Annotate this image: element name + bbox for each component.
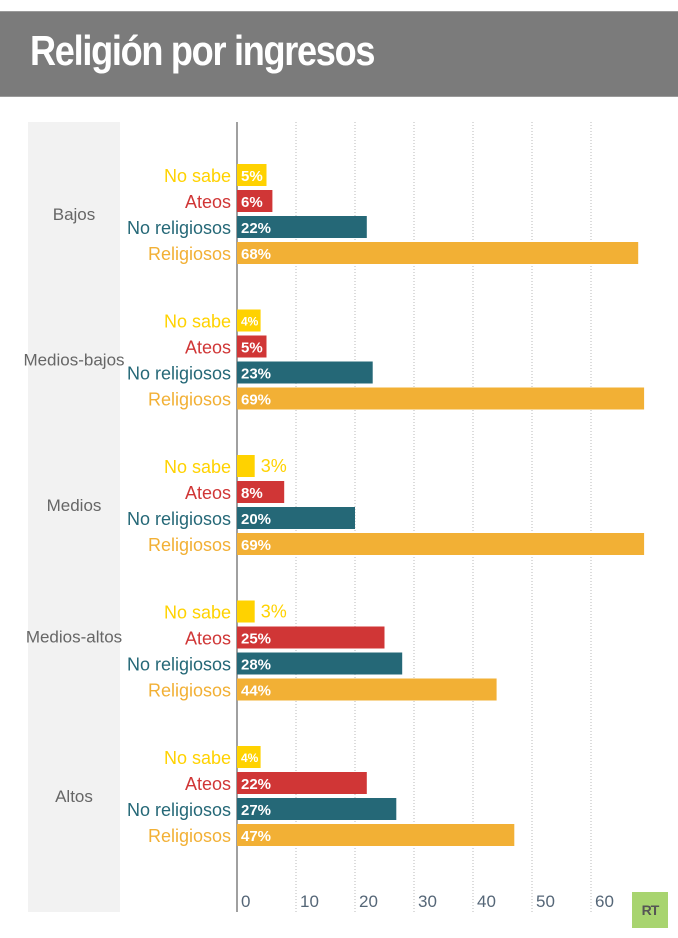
series-label: Ateos: [185, 338, 231, 358]
bar: [237, 798, 397, 820]
series-label: Religiosos: [148, 826, 231, 846]
x-tick-label: 10: [300, 892, 319, 911]
bar: [237, 216, 367, 238]
bar: [237, 455, 255, 477]
series-label: Religiosos: [148, 535, 231, 555]
bar: [237, 242, 639, 264]
value-label: 44%: [241, 683, 271, 700]
bar: [237, 387, 645, 410]
bar: [237, 824, 515, 846]
x-tick-label: 60: [595, 892, 614, 911]
value-label: 6%: [241, 194, 263, 211]
rt-logo-text: RT: [641, 902, 660, 918]
bar: [237, 164, 267, 186]
bar: [237, 481, 285, 503]
series-label: Ateos: [185, 483, 231, 503]
series-label: No sabe: [164, 457, 231, 477]
series-label: No sabe: [164, 166, 231, 186]
bar: [237, 600, 255, 623]
bar: [237, 746, 261, 768]
category-label: Bajos: [53, 205, 96, 224]
bar: [237, 772, 367, 794]
category-panel: [28, 122, 120, 912]
bar: [237, 507, 355, 529]
category-label: Altos: [55, 787, 93, 806]
value-label: 22%: [241, 776, 271, 793]
bar: [237, 190, 273, 212]
value-label: 20%: [241, 511, 271, 528]
value-label: 69%: [241, 537, 271, 554]
bar: [237, 533, 645, 555]
page-title: Religión por ingresos: [30, 27, 375, 74]
series-label: Religiosos: [148, 390, 231, 410]
x-tick-label: 30: [418, 892, 437, 911]
series-label: Ateos: [185, 629, 231, 649]
bar: [237, 309, 261, 332]
bar: [237, 361, 373, 384]
value-label: 3%: [261, 602, 287, 622]
category-label: Medios-bajos: [23, 351, 124, 370]
series-label: No religiosos: [127, 218, 231, 238]
value-label: 28%: [241, 657, 271, 674]
series-label: No religiosos: [127, 509, 231, 529]
series-label: No sabe: [164, 603, 231, 623]
x-tick-label: 50: [536, 892, 555, 911]
value-label: 69%: [241, 392, 271, 409]
series-label: No religiosos: [127, 800, 231, 820]
value-label: 4%: [241, 315, 259, 329]
series-label: No sabe: [164, 748, 231, 768]
category-label: Medios: [47, 496, 102, 515]
bar: [237, 678, 497, 701]
value-label: 27%: [241, 802, 271, 819]
value-label: 68%: [241, 246, 271, 263]
value-label: 47%: [241, 828, 271, 845]
series-label: No religiosos: [127, 364, 231, 384]
series-label: Ateos: [185, 774, 231, 794]
value-label: 22%: [241, 220, 271, 237]
x-tick-label: 40: [477, 892, 496, 911]
series-label: Ateos: [185, 192, 231, 212]
category-label: Medios-altos: [26, 628, 122, 647]
title-bar: Religión por ingresos: [0, 11, 678, 97]
x-tick-label: 20: [359, 892, 378, 911]
series-label: No sabe: [164, 312, 231, 332]
value-label: 5%: [241, 340, 263, 357]
series-label: Religiosos: [148, 681, 231, 701]
bar: [237, 335, 267, 358]
value-label: 3%: [261, 456, 287, 476]
series-label: Religiosos: [148, 244, 231, 264]
value-label: 5%: [241, 168, 263, 185]
bar: [237, 626, 385, 649]
value-label: 4%: [241, 751, 259, 765]
bar: [237, 652, 403, 675]
value-label: 25%: [241, 631, 271, 648]
rt-logo: RT: [632, 892, 668, 928]
x-tick-label: 0: [241, 892, 250, 911]
series-label: No religiosos: [127, 655, 231, 675]
value-label: 8%: [241, 485, 263, 502]
value-label: 23%: [241, 366, 271, 383]
